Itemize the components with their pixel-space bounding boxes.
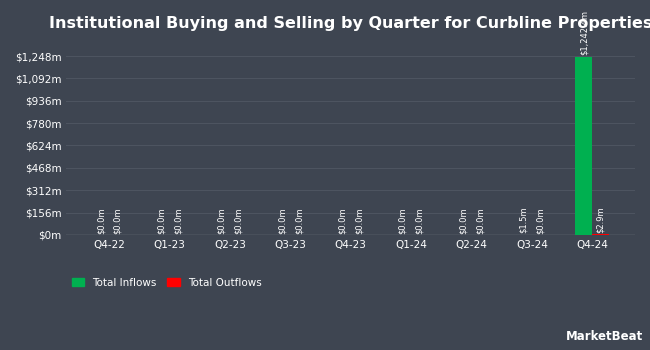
Text: $0.0m: $0.0m bbox=[113, 207, 122, 234]
Text: $0.0m: $0.0m bbox=[475, 207, 484, 234]
Text: $0.0m: $0.0m bbox=[234, 207, 243, 234]
Text: $0.0m: $0.0m bbox=[338, 207, 347, 234]
Bar bbox=[592, 234, 609, 235]
Text: $0.0m: $0.0m bbox=[157, 207, 166, 234]
Text: $0.0m: $0.0m bbox=[458, 207, 467, 234]
Text: $0.0m: $0.0m bbox=[398, 207, 407, 234]
Text: MarketBeat: MarketBeat bbox=[566, 330, 644, 343]
Text: $0.0m: $0.0m bbox=[536, 207, 545, 234]
Text: $0.0m: $0.0m bbox=[96, 207, 105, 234]
Bar bbox=[575, 57, 592, 235]
Text: $2.9m: $2.9m bbox=[596, 206, 605, 233]
Text: $0.0m: $0.0m bbox=[278, 207, 287, 234]
Text: $0.0m: $0.0m bbox=[217, 207, 226, 234]
Text: $0.0m: $0.0m bbox=[415, 207, 424, 234]
Text: $1.5m: $1.5m bbox=[519, 207, 528, 233]
Text: $0.0m: $0.0m bbox=[294, 207, 304, 234]
Title: Institutional Buying and Selling by Quarter for Curbline Properties: Institutional Buying and Selling by Quar… bbox=[49, 16, 650, 31]
Legend: Total Inflows, Total Outflows: Total Inflows, Total Outflows bbox=[72, 278, 262, 288]
Text: $1,242.4m: $1,242.4m bbox=[579, 10, 588, 55]
Text: $0.0m: $0.0m bbox=[355, 207, 364, 234]
Text: $0.0m: $0.0m bbox=[174, 207, 183, 234]
